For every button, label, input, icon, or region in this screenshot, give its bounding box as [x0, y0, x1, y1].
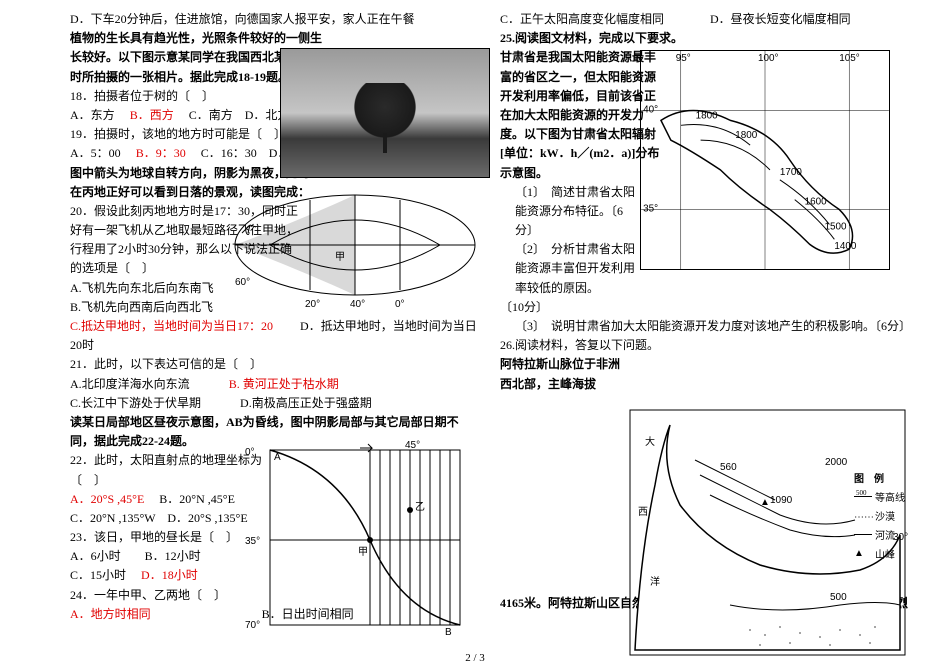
svg-text:45°: 45°: [405, 440, 420, 451]
q26: 26.阅读材料，答复以下问题。: [500, 336, 910, 355]
q25-score: 〔10分〕: [500, 298, 910, 317]
svg-text:2000: 2000: [825, 457, 848, 468]
svg-text:甲: 甲: [335, 252, 345, 263]
day-night-diagram: 0° 35° 70° 45° A B 甲 乙: [240, 440, 470, 640]
svg-text:0°: 0°: [395, 299, 405, 310]
svg-text:70°: 70°: [245, 620, 260, 631]
svg-text:洋: 洋: [650, 575, 660, 588]
svg-text:西: 西: [638, 507, 648, 518]
page-footer: 2 / 3: [0, 652, 950, 664]
legend-peak: ▲山峰: [854, 546, 905, 561]
q21-ab: A.北印度洋海水向东流 B. 黄河正处于枯水期: [70, 375, 480, 394]
svg-text:1600: 1600: [805, 197, 828, 208]
svg-text:1800: 1800: [735, 130, 758, 141]
q23-c: C．15小时: [70, 568, 126, 582]
q22-a: A．20°S ,45°E: [70, 492, 144, 506]
q21-d: D.南极高压正处于强盛期: [240, 396, 372, 410]
svg-text:甲: 甲: [358, 547, 368, 558]
q19-b: B．9：30: [136, 146, 186, 160]
svg-text:0°: 0°: [245, 447, 255, 458]
q24-c: C．正午太阳高度变化幅度相同: [500, 12, 664, 26]
q21-b: B. 黄河正处于枯水期: [229, 377, 339, 391]
q25-sub1: 〔1〕 简述甘肃省太阳能资源分布特征。〔6分〕: [500, 183, 640, 241]
gansu-solar-map: 95° 100° 105° 40° 35° 1800 1800 1700 160…: [640, 50, 890, 270]
tree-icon: [350, 83, 420, 143]
map-legend: 图 例 500等高线 ⋯⋯沙漠 河流 ▲山峰: [854, 470, 905, 565]
q21-a: A.北印度洋海水向东流: [70, 377, 190, 391]
q25-text: 甘肃省是我国太阳能资源最丰富的省区之一，但太阳能资源开发利用率偏低，目前该省正在…: [500, 48, 660, 182]
svg-text:B: B: [445, 627, 452, 638]
svg-text:100°: 100°: [758, 53, 779, 64]
q20-cd: C.抵达甲地时，当地时间为当日17：20 D．抵达甲地时，当地时间为当日20时: [70, 317, 480, 355]
svg-text:500: 500: [830, 592, 847, 603]
q24-cd: C．正午太阳高度变化幅度相同 D．昼夜长短变化幅度相同: [500, 10, 910, 29]
svg-text:40°: 40°: [643, 104, 658, 115]
legend-title: 图 例: [854, 470, 905, 485]
tree-photo-figure: [280, 48, 490, 178]
q21-cd: C.长江中下游处于伏旱期 D.南极高压正处于强盛期: [70, 394, 480, 413]
svg-text:95°: 95°: [676, 53, 691, 64]
option-d: D．下车20分钟后，住进旅馆，向德国家人报平安，家人正在午餐: [70, 10, 480, 29]
q25: 25.阅读图文材料，完成以下要求。: [500, 29, 910, 48]
q20-c: C.抵达甲地时，当地时间为当日17：20: [70, 319, 273, 333]
q22-b: B．20°N ,45°E: [159, 492, 235, 506]
legend-desert: ⋯⋯沙漠: [854, 508, 905, 523]
q18-cd: C．南方 D．北方: [189, 108, 290, 122]
svg-text:1400: 1400: [834, 241, 857, 252]
q19-a: A．5：00: [70, 146, 121, 160]
svg-text:40°: 40°: [350, 299, 365, 310]
q18-b: B．西方: [130, 108, 174, 122]
svg-text:A: A: [274, 452, 281, 463]
svg-text:20°: 20°: [305, 299, 320, 310]
q21: 21．此时，以下表达可信的是〔 〕: [70, 355, 480, 374]
q26-text1: 阿特拉斯山脉位于非洲西北部，主峰海拔: [500, 355, 620, 393]
svg-text:1090: 1090: [770, 495, 793, 506]
svg-text:35°: 35°: [245, 536, 260, 547]
svg-text:105°: 105°: [839, 53, 860, 64]
q21-c: C.长江中下游处于伏旱期: [70, 396, 201, 410]
svg-text:1500: 1500: [824, 221, 847, 232]
svg-text:35°: 35°: [643, 204, 658, 215]
earth-rotation-diagram: 60° 20° 40° 0° 甲: [220, 185, 490, 310]
q23-d: D．18小时: [141, 568, 198, 582]
q18-a: A．东方: [70, 108, 115, 122]
q24-d: D．昼夜长短变化幅度相同: [710, 12, 851, 26]
q25-sub3: 〔3〕 说明甘肃省加大太阳能资源开发力度对该地产生的积极影响。〔6分〕: [500, 317, 910, 336]
svg-text:▲: ▲: [760, 497, 770, 508]
svg-text:60°: 60°: [235, 277, 250, 288]
legend-river: 河流: [854, 527, 905, 542]
svg-text:1700: 1700: [780, 167, 803, 178]
svg-text:1800: 1800: [696, 110, 719, 121]
q25-sub2: 〔2〕 分析甘肃省太阳能资源丰富但开发利用率较低的原因。: [500, 240, 640, 298]
svg-text:大: 大: [645, 435, 655, 448]
svg-text:乙: 乙: [415, 501, 425, 513]
legend-contour: 500等高线: [854, 489, 905, 504]
svg-text:560: 560: [720, 462, 737, 473]
q24-a: A．地方时相同: [70, 607, 151, 621]
